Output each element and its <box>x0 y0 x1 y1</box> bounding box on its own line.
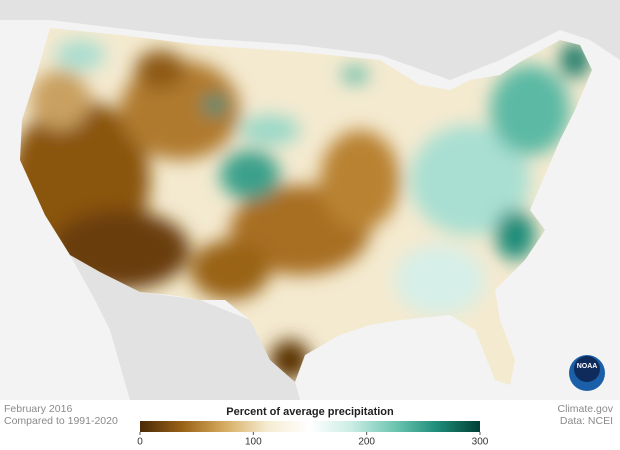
color-bar <box>140 421 480 432</box>
data-credit: Data: NCEI <box>560 415 613 427</box>
tick-label: 100 <box>245 437 262 448</box>
baseline-note: Compared to 1991-2020 <box>4 415 118 427</box>
tick-label: 300 <box>472 437 489 448</box>
site-credit: Climate.gov <box>558 403 614 415</box>
canada <box>0 0 620 80</box>
legend-title: Percent of average precipitation <box>226 406 394 418</box>
tick-label: 0 <box>137 437 143 448</box>
date-note: February 2016 <box>4 403 72 415</box>
logo-text: NOAA <box>577 363 598 370</box>
noaa-logo: NOAA <box>569 355 605 391</box>
tick-label: 200 <box>358 437 375 448</box>
mexico <box>70 255 300 400</box>
